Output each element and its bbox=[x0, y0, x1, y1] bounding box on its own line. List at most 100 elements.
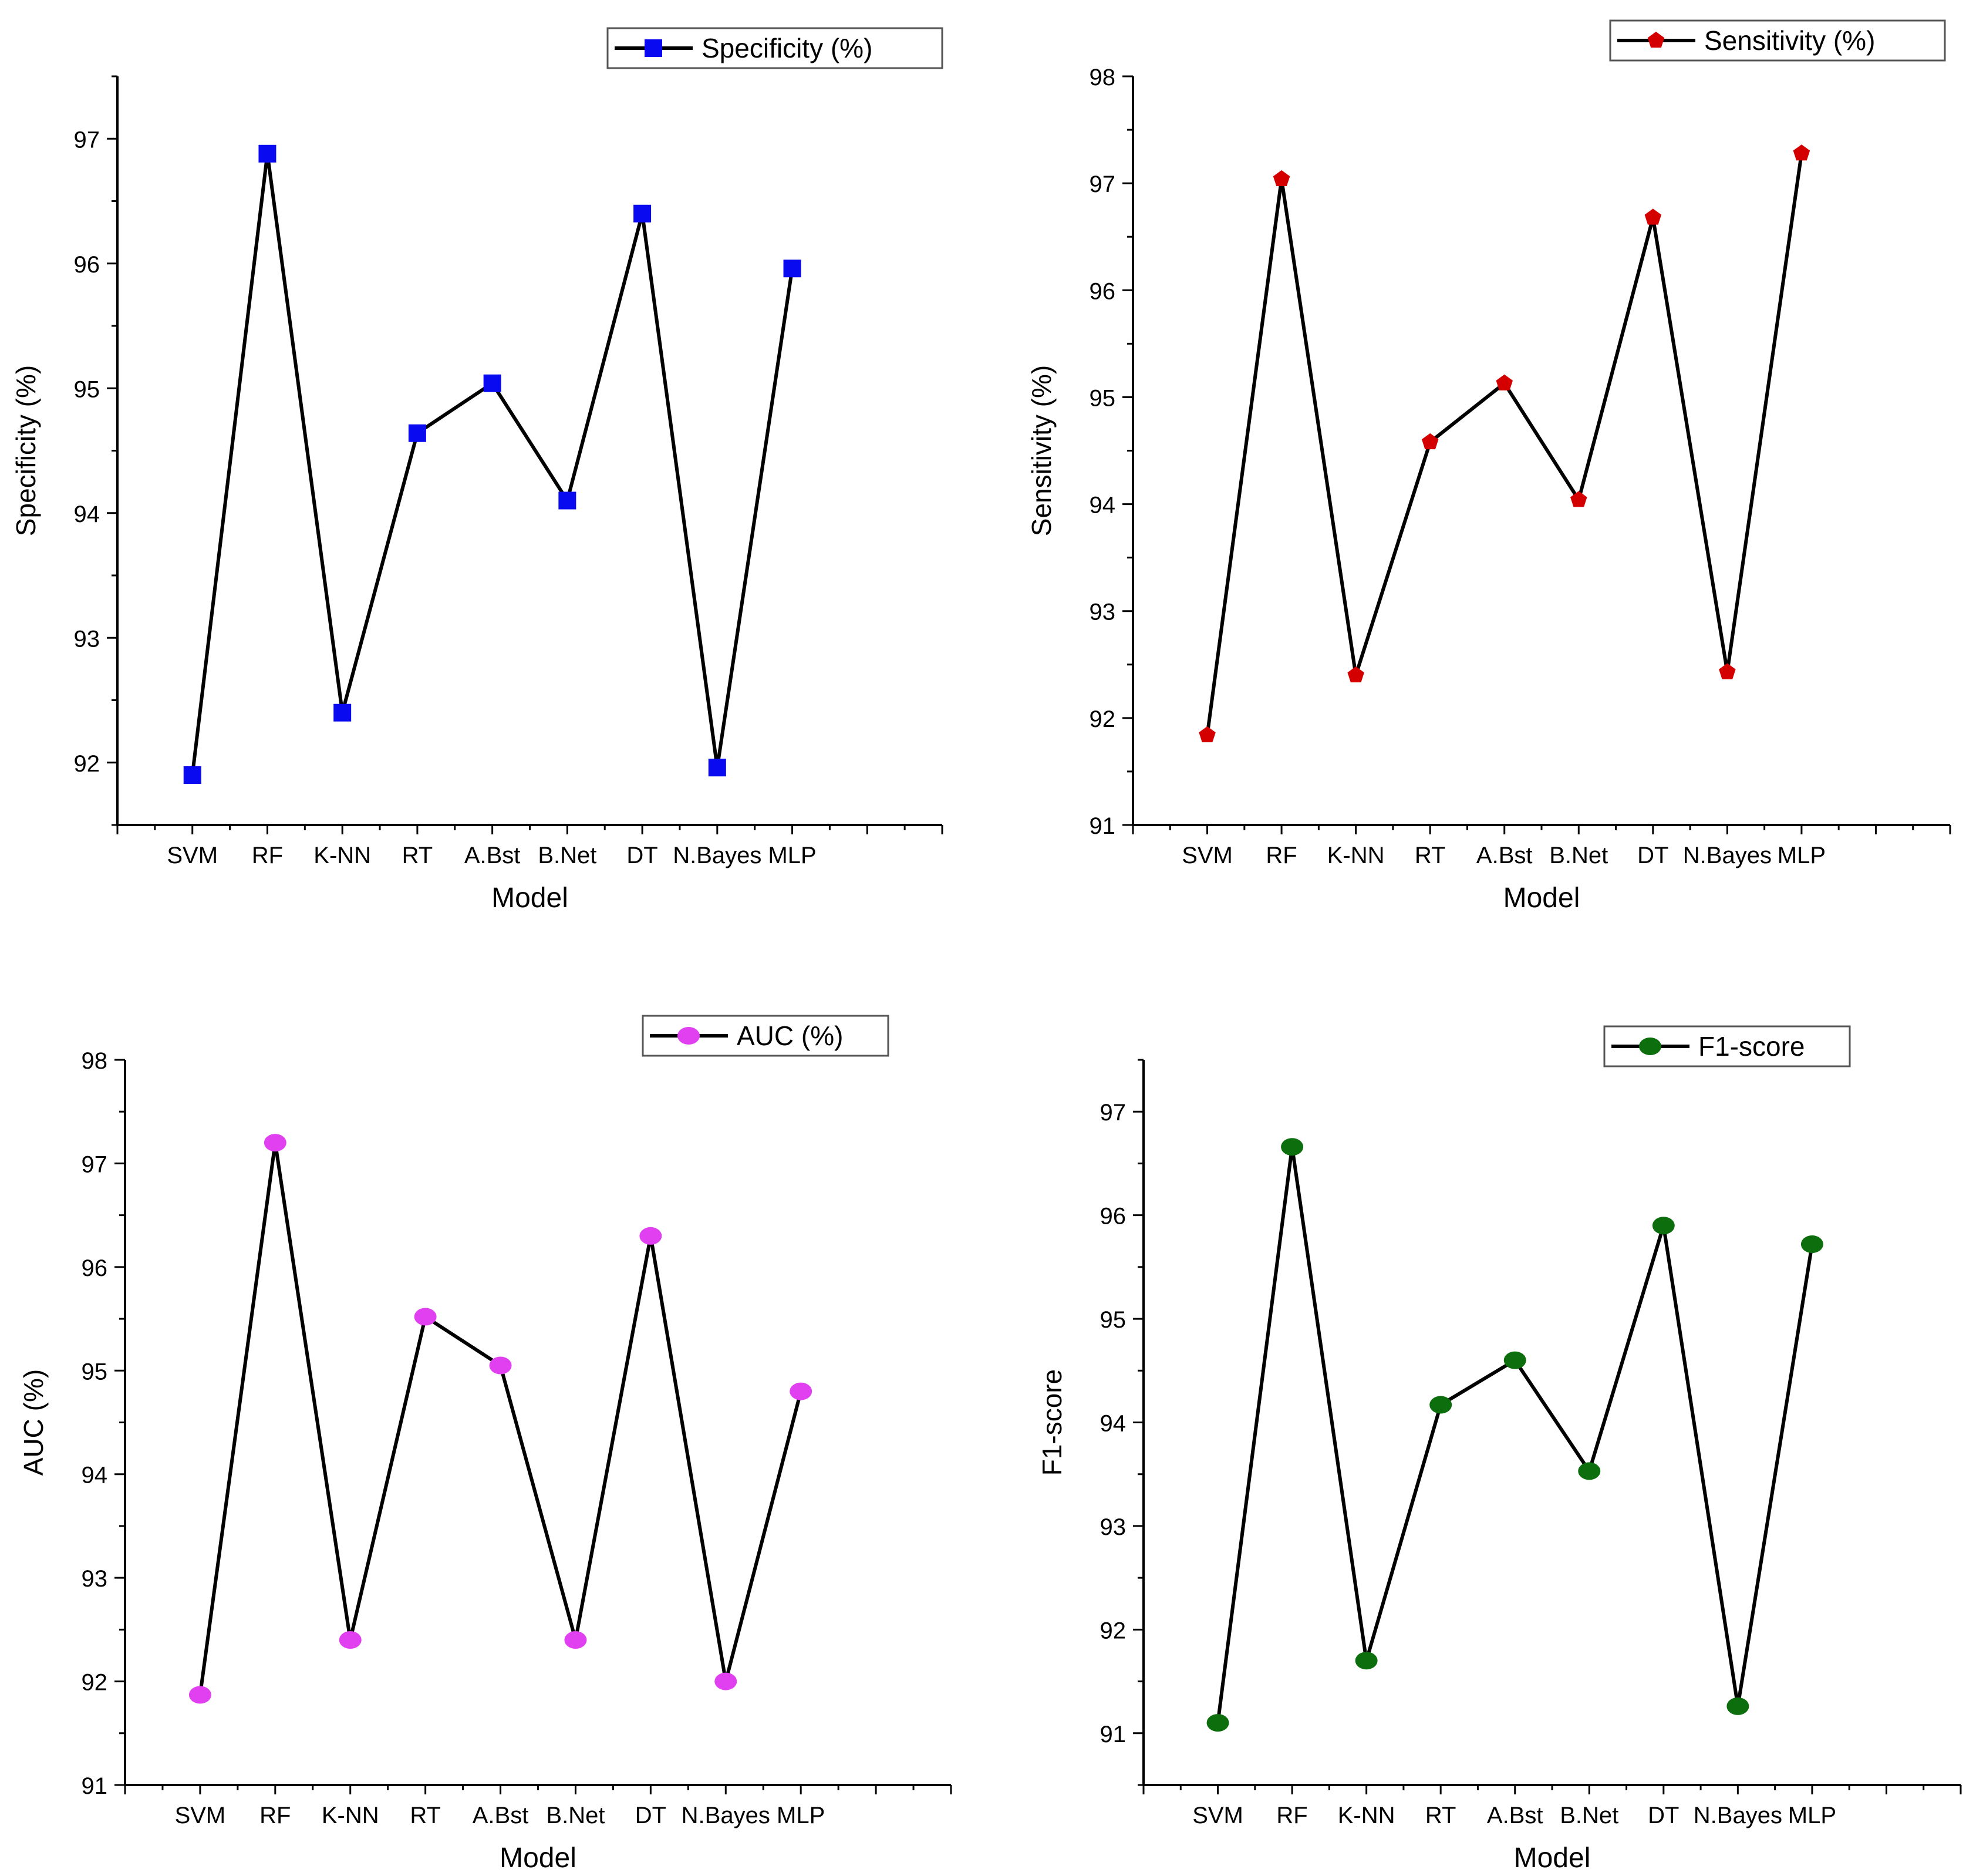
data-point bbox=[708, 759, 726, 777]
x-tick-label: RT bbox=[1425, 1803, 1456, 1828]
legend-marker bbox=[677, 1027, 700, 1045]
y-tick-label: 92 bbox=[82, 1670, 108, 1696]
y-tick-label: 96 bbox=[1090, 278, 1116, 304]
legend-marker bbox=[1639, 1038, 1661, 1055]
y-tick-label: 93 bbox=[74, 626, 100, 652]
y-tick-label: 91 bbox=[1090, 813, 1116, 839]
x-tick-label: RT bbox=[1415, 843, 1446, 868]
y-tick-label: 92 bbox=[1100, 1618, 1127, 1643]
x-axis-title: Model bbox=[1503, 883, 1580, 914]
x-tick-label: RF bbox=[1276, 1803, 1307, 1828]
data-point bbox=[1570, 491, 1587, 507]
data-point bbox=[783, 260, 801, 278]
y-tick-label: 94 bbox=[82, 1463, 108, 1488]
y-tick-label: 91 bbox=[82, 1773, 108, 1799]
x-tick-label: MLP bbox=[1778, 843, 1826, 868]
chart-panel-3: 91 92 93 94 95 96 97 98 SVM RF K-NN RT A.Bst B.Net DT N… bbox=[18, 1015, 952, 1874]
chart-panel-2: 91 92 93 94 95 96 97 98 SVM RF K-NN RT A.Bst B.Net DT N… bbox=[1026, 19, 1951, 914]
series-line bbox=[190, 151, 794, 776]
data-point bbox=[1421, 433, 1439, 450]
x-tick-label: SVM bbox=[1182, 843, 1233, 868]
x-tick-label: B.Net bbox=[1560, 1803, 1618, 1828]
data-point bbox=[1273, 170, 1290, 186]
y-tick-label: 97 bbox=[1090, 171, 1116, 197]
x-tick-label: DT bbox=[1637, 843, 1668, 868]
data-point bbox=[414, 1308, 437, 1326]
y-tick-label: 95 bbox=[1090, 385, 1116, 411]
data-point bbox=[1726, 1697, 1749, 1715]
x-tick-label: MLP bbox=[777, 1803, 825, 1828]
chart-panel-4: 91 92 93 94 95 96 97 SVM RF K-NN RT A.Bst B.Net DT N.B… bbox=[1037, 1025, 1962, 1874]
data-point bbox=[790, 1382, 812, 1400]
legend-label: F1-score bbox=[1698, 1031, 1805, 1062]
data-point bbox=[564, 1631, 587, 1649]
x-tick-label: SVM bbox=[167, 843, 218, 868]
y-tick-label: 98 bbox=[1090, 65, 1116, 90]
x-tick-label: B.Net bbox=[538, 843, 596, 868]
x-tick-label: K-NN bbox=[322, 1803, 379, 1828]
y-tick-label: 94 bbox=[1090, 493, 1116, 518]
x-axis-title: Model bbox=[491, 883, 568, 914]
y-tick-label: 94 bbox=[1100, 1411, 1127, 1437]
data-point bbox=[558, 491, 576, 510]
y-axis-title: AUC (%) bbox=[18, 1369, 49, 1476]
chart-panel-1: 92 93 94 95 96 97 SVM RF K-NN RT A.Bst B.Net DT N.Bay… bbox=[11, 27, 943, 914]
y-tick-label: 97 bbox=[82, 1151, 108, 1177]
data-point bbox=[1429, 1396, 1452, 1414]
data-point bbox=[1503, 1351, 1526, 1369]
series-line bbox=[1216, 1145, 1814, 1723]
x-tick-label: K-NN bbox=[313, 843, 371, 868]
data-point bbox=[258, 144, 276, 163]
x-tick-label: SVM bbox=[1192, 1803, 1243, 1828]
x-tick-label: RF bbox=[1266, 843, 1297, 868]
data-point bbox=[1719, 663, 1736, 679]
x-tick-label: A.Bst bbox=[1476, 843, 1533, 868]
y-tick-label: 94 bbox=[74, 501, 100, 527]
data-point bbox=[339, 1631, 362, 1649]
data-point bbox=[1578, 1462, 1601, 1480]
data-point bbox=[1355, 1652, 1378, 1670]
x-tick-label: A.Bst bbox=[473, 1803, 529, 1828]
x-tick-label: A.Bst bbox=[1487, 1803, 1543, 1828]
x-tick-label: DT bbox=[626, 843, 657, 868]
data-point bbox=[714, 1672, 737, 1690]
data-point bbox=[333, 703, 352, 722]
x-tick-label: MLP bbox=[768, 843, 816, 868]
y-tick-label: 97 bbox=[74, 127, 100, 153]
data-point bbox=[633, 204, 652, 223]
y-tick-label: 93 bbox=[1100, 1514, 1127, 1540]
y-tick-label: 95 bbox=[1100, 1307, 1127, 1333]
y-tick-label: 97 bbox=[1100, 1100, 1127, 1126]
x-tick-label: K-NN bbox=[1327, 843, 1385, 868]
y-axis-title: F1-score bbox=[1037, 1369, 1067, 1476]
x-tick-label: RT bbox=[410, 1803, 441, 1828]
x-tick-label: MLP bbox=[1788, 1803, 1836, 1828]
y-tick-label: 98 bbox=[82, 1048, 108, 1074]
y-tick-label: 91 bbox=[1100, 1722, 1127, 1747]
data-point bbox=[489, 1356, 512, 1375]
legend-label: Sensitivity (%) bbox=[1704, 25, 1875, 56]
data-point bbox=[1347, 666, 1364, 683]
x-tick-label: DT bbox=[635, 1803, 666, 1828]
data-point bbox=[264, 1134, 286, 1152]
legend-marker bbox=[1647, 32, 1665, 48]
y-tick-label: 93 bbox=[82, 1566, 108, 1592]
x-tick-label: DT bbox=[1648, 1803, 1679, 1828]
x-tick-label: N.Bayes bbox=[1694, 1803, 1782, 1828]
data-point bbox=[1793, 144, 1810, 161]
x-tick-label: SVM bbox=[175, 1803, 226, 1828]
y-tick-label: 92 bbox=[74, 751, 100, 777]
x-tick-label: N.Bayes bbox=[682, 1803, 770, 1828]
x-tick-label: B.Net bbox=[546, 1803, 605, 1828]
y-axis-title: Specificity (%) bbox=[11, 365, 41, 536]
data-point bbox=[408, 424, 426, 442]
data-point bbox=[1644, 208, 1662, 225]
data-point bbox=[1652, 1217, 1675, 1235]
series-line bbox=[198, 1141, 803, 1695]
data-point bbox=[1206, 1714, 1229, 1732]
y-tick-label: 96 bbox=[74, 252, 100, 278]
legend-label: Specificity (%) bbox=[702, 33, 872, 63]
x-tick-label: B.Net bbox=[1549, 843, 1608, 868]
data-point bbox=[1496, 374, 1513, 390]
